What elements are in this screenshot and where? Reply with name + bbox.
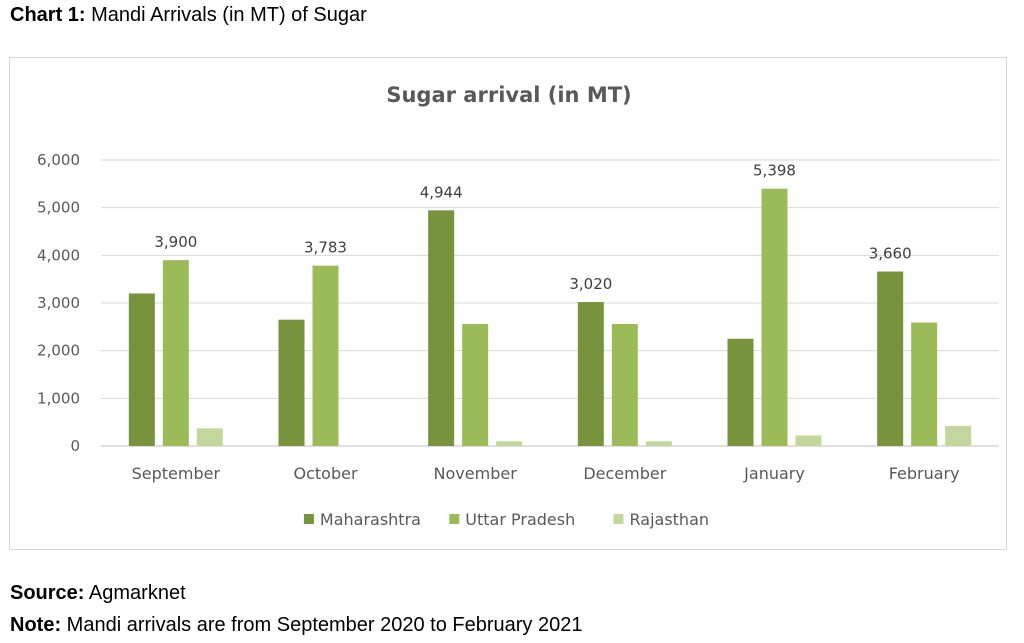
legend-swatch bbox=[449, 514, 460, 524]
bar-rajasthan bbox=[196, 428, 223, 446]
data-label: 3,900 bbox=[154, 233, 197, 251]
legend-label: Maharashtra bbox=[320, 510, 421, 529]
y-tick-label: 3,000 bbox=[37, 294, 80, 312]
y-tick-label: 0 bbox=[70, 437, 80, 455]
bar-uttar-pradesh bbox=[462, 323, 489, 446]
bar-maharashtra bbox=[128, 293, 155, 446]
bar-rajasthan bbox=[795, 435, 822, 446]
bar-rajasthan bbox=[645, 441, 672, 446]
bar-maharashtra bbox=[428, 210, 455, 446]
y-tick-label: 5,000 bbox=[37, 199, 80, 217]
source-line: Source: Agmarknet bbox=[10, 582, 186, 605]
bar-uttar-pradesh bbox=[611, 323, 638, 446]
note-text: Mandi arrivals are from September 2020 t… bbox=[66, 614, 583, 636]
bar-uttar-pradesh bbox=[312, 265, 339, 446]
caption-prefix: Chart 1: bbox=[10, 4, 86, 26]
y-tick-label: 1,000 bbox=[37, 389, 80, 407]
note-label: Note: bbox=[10, 614, 62, 636]
legend-swatch bbox=[303, 514, 314, 524]
x-tick-label: January bbox=[743, 464, 805, 483]
legend-label: Uttar Pradesh bbox=[465, 510, 575, 529]
data-label: 3,020 bbox=[569, 275, 612, 293]
data-label: 3,783 bbox=[304, 239, 347, 257]
x-tick-label: September bbox=[132, 464, 221, 483]
bar-rajasthan bbox=[496, 441, 523, 446]
source-label: Source: bbox=[10, 582, 85, 604]
data-label: 3,660 bbox=[869, 245, 912, 263]
bar-rajasthan bbox=[945, 425, 972, 446]
chart-title: Sugar arrival (in MT) bbox=[386, 83, 631, 107]
chart-caption: Chart 1: Mandi Arrivals (in MT) of Sugar bbox=[10, 4, 367, 27]
bar-uttar-pradesh bbox=[911, 322, 938, 446]
bar-uttar-pradesh bbox=[761, 188, 788, 447]
chart-frame: Sugar arrival (in MT) 0 1,000 2,000 3,000 4,0… bbox=[9, 57, 1007, 550]
note-line: Note: Mandi arrivals are from September … bbox=[10, 614, 582, 637]
y-tick-label: 2,000 bbox=[37, 342, 80, 360]
data-label: 4,944 bbox=[420, 183, 463, 201]
legend-swatch bbox=[613, 514, 624, 524]
data-label: 5,398 bbox=[753, 162, 796, 180]
y-tick-label: 6,000 bbox=[37, 151, 80, 169]
y-tick-label: 4,000 bbox=[37, 246, 80, 264]
bar-maharashtra bbox=[278, 319, 305, 446]
x-tick-label: October bbox=[293, 464, 357, 483]
x-tick-label: November bbox=[434, 464, 518, 483]
bar-maharashtra bbox=[877, 271, 904, 446]
bar-maharashtra bbox=[577, 302, 604, 446]
bar-uttar-pradesh bbox=[162, 260, 189, 446]
bar-maharashtra bbox=[727, 338, 754, 446]
source-text: Agmarknet bbox=[88, 582, 186, 604]
x-tick-label: February bbox=[889, 464, 960, 483]
x-tick-label: December bbox=[583, 464, 666, 483]
caption-text: Mandi Arrivals (in MT) of Sugar bbox=[91, 4, 367, 26]
legend-label: Rajasthan bbox=[630, 510, 710, 529]
bar-chart: Sugar arrival (in MT) 0 1,000 2,000 3,000 4,0… bbox=[37, 83, 999, 529]
